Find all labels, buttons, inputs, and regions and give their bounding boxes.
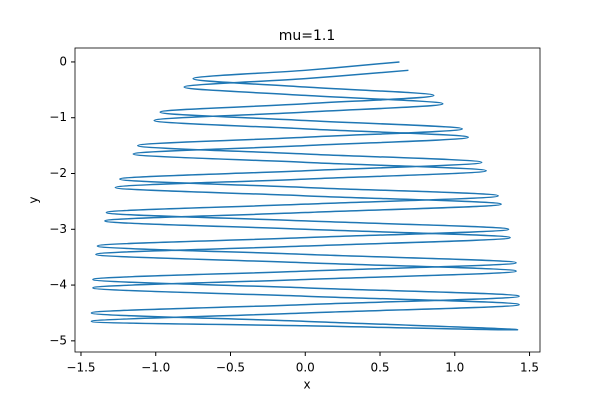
y-tick-label: −4	[49, 278, 67, 292]
x-tick-label: −1.0	[141, 361, 170, 375]
trajectory-line	[90, 61, 520, 331]
y-tick-label: −5	[49, 333, 67, 347]
x-tick-label: 1.5	[520, 361, 539, 375]
plot-frame	[74, 47, 541, 353]
x-axis-label: x	[303, 378, 310, 392]
y-tick-label: −1	[49, 110, 67, 124]
y-axis-label: y	[27, 196, 41, 203]
x-tick-label: 0.5	[370, 361, 389, 375]
y-tick-label: −2	[49, 166, 67, 180]
x-tick-label: −1.5	[66, 361, 95, 375]
x-tick-label: −0.5	[216, 361, 245, 375]
chart-title: mu=1.1	[279, 28, 336, 44]
x-tick-label: 1.0	[445, 361, 464, 375]
y-tick-label: 0	[59, 54, 67, 68]
x-tick-label: 0.0	[296, 361, 315, 375]
y-tick-label: −3	[49, 222, 67, 236]
